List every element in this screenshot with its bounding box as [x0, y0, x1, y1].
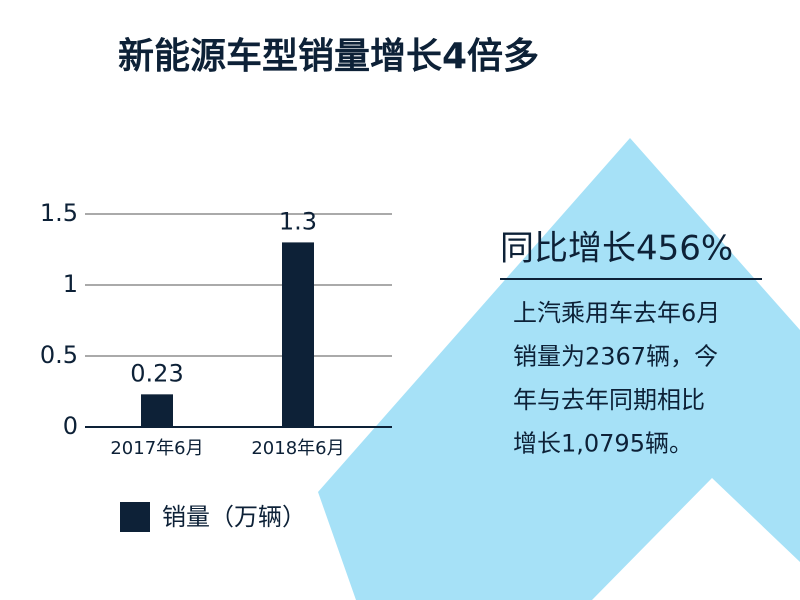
annotation-line: 上汽乘用车去年6月 — [513, 299, 720, 327]
y-tick-label: 1.5 — [40, 199, 78, 227]
y-tick-label: 0 — [63, 412, 78, 440]
y-tick-label: 1 — [63, 270, 78, 298]
data-label: 1.3 — [279, 207, 317, 235]
y-tick-label: 0.5 — [40, 341, 78, 369]
x-tick-label: 2018年6月 — [251, 438, 344, 459]
bar — [141, 394, 173, 427]
annotation-line: 销量为2367辆，今 — [513, 343, 718, 371]
annotation-line: 增长1,0795辆。 — [513, 430, 693, 458]
x-tick-label: 2017年6月 — [110, 438, 203, 459]
legend-swatch — [120, 502, 150, 532]
annotation-headline: 同比增长456% — [500, 229, 733, 269]
chart-title: 新能源车型销量增长4倍多 — [118, 36, 539, 77]
bar — [282, 242, 314, 427]
background-arrow — [318, 138, 800, 600]
legend-label: 销量（万辆） — [162, 503, 306, 531]
data-label: 0.23 — [130, 359, 183, 387]
annotation-line: 年与去年同期相比 — [513, 386, 705, 414]
